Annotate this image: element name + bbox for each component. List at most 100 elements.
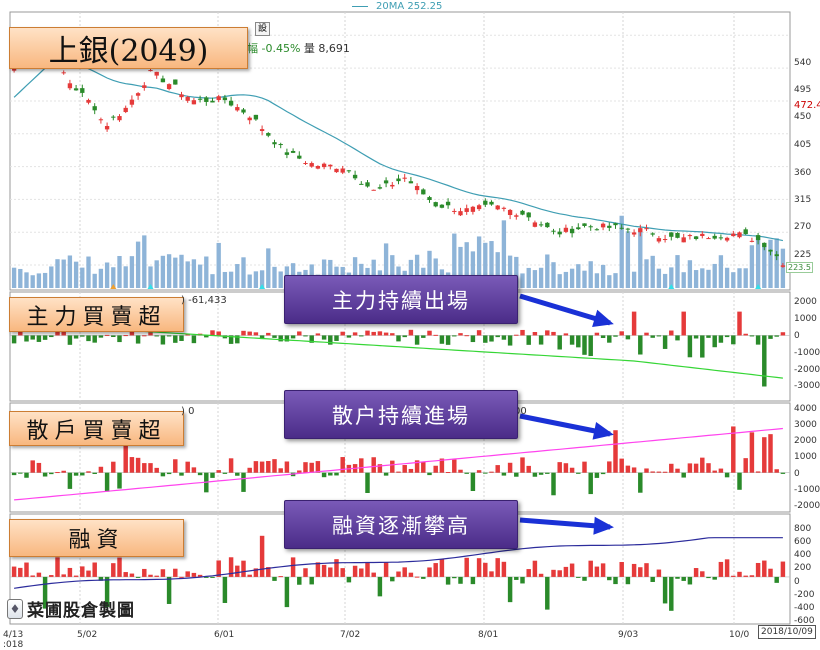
main-force-bar <box>61 330 66 336</box>
volume-bar <box>185 261 190 288</box>
main-force-bar <box>427 330 432 336</box>
main-force-bar <box>731 335 736 345</box>
volume-bar <box>18 268 23 288</box>
candle-body <box>631 232 637 235</box>
retail-bar <box>278 468 283 473</box>
retail-bar <box>693 463 699 473</box>
main-force-bar <box>80 335 85 337</box>
main-force-bar <box>650 335 655 338</box>
margin-bar <box>284 576 290 608</box>
main-force-bar <box>340 331 345 336</box>
volume-bar <box>427 250 432 288</box>
main-force-bar <box>483 335 488 343</box>
margin-bar <box>148 574 153 577</box>
volume-bar <box>228 271 234 288</box>
retail-bar <box>569 467 575 473</box>
retail-tick-1: 4000 <box>794 404 817 414</box>
retail-bar <box>724 472 730 478</box>
retail-bar <box>476 470 482 473</box>
main-force-bar <box>538 335 544 345</box>
candle-body <box>656 238 662 242</box>
margin-bar <box>545 576 550 610</box>
candle-body <box>625 228 631 230</box>
retail-tick-4: 1000 <box>794 452 817 462</box>
margin-bar <box>86 570 91 577</box>
main-force-bar <box>49 335 54 338</box>
candle-body <box>309 163 314 167</box>
setting-button[interactable]: 設 <box>255 22 270 36</box>
main-force-bar <box>625 335 631 340</box>
candle-body <box>532 222 538 227</box>
main-force-bar <box>30 335 35 340</box>
candle-body <box>681 237 686 243</box>
retail-bar <box>669 463 674 473</box>
candle-body <box>210 100 215 103</box>
margin-bar <box>476 558 482 577</box>
retail-bar <box>328 472 333 476</box>
main-force-bar <box>414 335 420 345</box>
change-pct: -0.45% <box>261 42 301 55</box>
margin-bar <box>768 568 773 577</box>
candlesticks <box>11 41 786 268</box>
main-force-bar <box>421 335 426 338</box>
candle-body <box>253 114 259 120</box>
retail-bar <box>30 460 35 473</box>
main-force-bar <box>563 333 569 336</box>
retail-bar <box>129 457 135 473</box>
date-label-1: 5/02 <box>77 630 98 640</box>
main-force-bar <box>259 335 265 340</box>
candle-body <box>204 97 209 102</box>
retail-bar <box>737 472 742 490</box>
retail-bar <box>619 458 624 473</box>
margin-bar <box>49 575 54 577</box>
retail-bar <box>768 434 773 473</box>
volume-bar <box>73 261 79 288</box>
candle-body <box>700 233 705 237</box>
volume-bar <box>576 264 581 288</box>
candle-body <box>197 98 203 100</box>
candle-body <box>402 177 407 179</box>
margin-bar <box>42 576 48 609</box>
candle-body <box>117 116 122 121</box>
volume-bar <box>526 267 531 288</box>
volume-bar <box>724 267 730 288</box>
margin-bar <box>334 559 339 577</box>
margin-bar <box>483 562 488 577</box>
margin-bar <box>247 574 252 577</box>
candle-body <box>148 70 153 72</box>
volume-bar <box>662 273 668 288</box>
retail-bar <box>228 458 234 473</box>
candle-body <box>321 163 327 168</box>
margin-bar <box>514 576 519 580</box>
main-force-bar <box>557 335 562 350</box>
volume-bar <box>92 273 97 288</box>
volume-bar <box>42 272 48 288</box>
volume-bar <box>762 243 767 288</box>
main-force-bar <box>687 335 693 358</box>
volume-bar <box>464 242 469 288</box>
margin-bar <box>241 560 246 577</box>
margin-bar <box>693 568 699 577</box>
volume-bar <box>321 259 327 288</box>
event-marker <box>147 284 154 289</box>
candle-body <box>576 227 581 230</box>
retail-bar <box>625 465 631 473</box>
candle-body <box>266 133 271 136</box>
retail-bar <box>297 470 302 473</box>
margin-bar <box>321 564 327 577</box>
event-marker <box>259 284 266 289</box>
margin-bar <box>600 563 606 577</box>
retail-bar <box>235 472 240 476</box>
volume-bar <box>241 257 246 288</box>
volume-bar <box>600 264 606 288</box>
main-force-bar <box>669 330 674 336</box>
main-force-bar <box>365 330 370 336</box>
main-force-bar <box>297 331 302 336</box>
candle-body <box>383 180 389 184</box>
margin-bar <box>631 563 637 577</box>
volume-bar <box>55 259 60 288</box>
main-force-bar <box>662 335 668 349</box>
candle-body <box>111 116 116 118</box>
retail-bar <box>514 472 519 477</box>
candle-body <box>582 223 587 226</box>
